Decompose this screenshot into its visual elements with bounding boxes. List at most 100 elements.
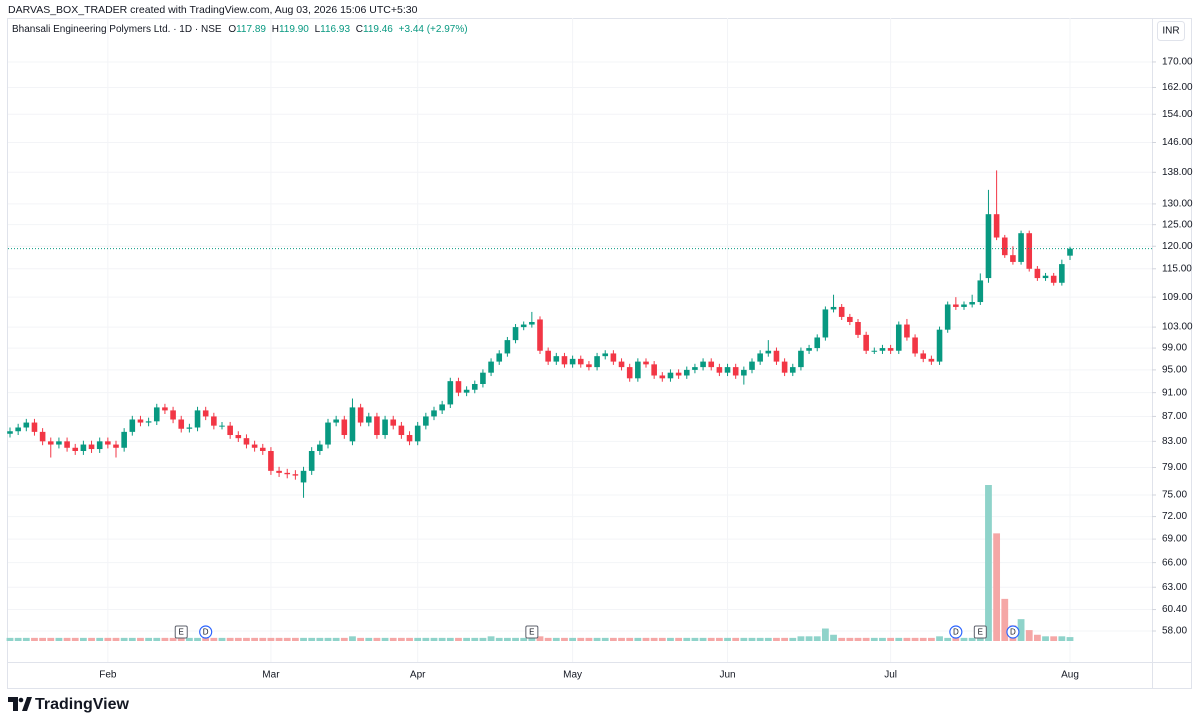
volume-bar: [797, 636, 805, 641]
volume-bar: [944, 637, 952, 641]
event-marker: E: [174, 625, 188, 639]
volume-bar: [1025, 630, 1033, 641]
candle-body: [7, 431, 13, 434]
candle-body: [830, 306, 837, 310]
volume-bar: [349, 636, 356, 641]
volume-bar: [22, 637, 30, 641]
candle-body: [789, 367, 796, 373]
candle-body: [1059, 264, 1065, 283]
candle-body: [822, 309, 829, 338]
volume-bar: [128, 637, 136, 641]
volume-bar: [300, 637, 307, 641]
volume-bar: [805, 636, 813, 641]
y-tick-label: 103.00: [1162, 322, 1193, 333]
y-tick-label: 130.00: [1162, 199, 1193, 210]
candle-body: [414, 425, 421, 442]
volume-bar: [234, 637, 242, 641]
volume-bar: [691, 637, 699, 641]
x-tick-label: Feb: [99, 670, 117, 681]
volume-bar: [194, 637, 201, 641]
candle-body: [692, 367, 698, 370]
candle-body: [276, 470, 282, 473]
candle-body: [618, 361, 625, 368]
event-badge: [174, 625, 188, 639]
volume-bar: [658, 637, 666, 641]
candle-body: [749, 361, 755, 370]
y-tick-label: 146.00: [1162, 137, 1193, 148]
volume-bar: [243, 637, 250, 641]
volume-bar: [275, 637, 283, 641]
volume-bar: [936, 636, 943, 641]
candle-body: [928, 358, 935, 362]
volume-bar: [455, 637, 462, 641]
legend-title: Bhansali Engineering Polymers Ltd. · 1D …: [12, 24, 222, 35]
volume-bar: [365, 637, 373, 641]
volume-bar: [495, 637, 503, 641]
candle-body: [56, 441, 62, 445]
volume-bar: [6, 637, 14, 641]
volume-bar: [927, 637, 935, 641]
x-tick-label: Mar: [262, 670, 280, 681]
volume-bar: [650, 637, 658, 641]
candle-body: [349, 407, 356, 442]
candle-body: [72, 447, 79, 451]
volume-bar: [618, 637, 625, 641]
candle-body: [1018, 233, 1024, 262]
volume-bar: [14, 637, 22, 641]
logo: [8, 697, 32, 711]
candle-body: [357, 407, 364, 423]
candle-body: [178, 419, 185, 429]
volume-bar: [740, 637, 748, 641]
volume-bar: [561, 637, 568, 641]
y-tick-label: 115.00: [1162, 263, 1192, 274]
event-badge: [1006, 625, 1020, 639]
volume-bar: [120, 637, 128, 641]
legend-value: 116.93: [320, 24, 350, 35]
candle-body: [1010, 255, 1016, 262]
volume-bar: [406, 637, 413, 641]
x-tick-label: Jul: [884, 670, 897, 681]
volume-bar: [226, 637, 234, 641]
y-tick-label: 79.00: [1162, 462, 1187, 473]
candle-body: [781, 361, 788, 373]
y-tick-label: 72.00: [1162, 511, 1187, 522]
volume-bar: [675, 637, 683, 641]
candle-body: [724, 367, 731, 373]
y-tick-label: 63.00: [1162, 582, 1187, 593]
volume-bar: [724, 637, 731, 641]
candle-body: [153, 407, 160, 422]
candle-body: [953, 304, 959, 307]
candle-body: [1026, 233, 1033, 269]
volume-bar: [283, 637, 291, 641]
candle-body: [512, 327, 519, 341]
y-tick-label: 87.00: [1162, 411, 1187, 422]
candle-body: [961, 304, 967, 307]
candle-body: [683, 369, 690, 376]
volume-bar: [63, 637, 71, 641]
volume-bar: [316, 637, 324, 641]
y-tick-label: 125.00: [1162, 219, 1193, 230]
x-tick-label: Apr: [410, 670, 426, 681]
volume-bar: [137, 637, 144, 641]
candle-body: [137, 419, 144, 423]
volume-bar: [707, 637, 715, 641]
volume-bar: [202, 637, 210, 641]
candle-body: [162, 407, 168, 411]
logo-mark: [8, 697, 32, 711]
candle-body: [773, 350, 780, 362]
volume-bar: [414, 637, 422, 641]
candle-body: [920, 353, 927, 359]
candle-body: [1001, 237, 1008, 256]
y-tick-label: 95.00: [1162, 365, 1187, 376]
candle-body: [545, 350, 551, 362]
candle-body: [969, 302, 975, 305]
event-marker: D: [949, 625, 963, 639]
candle-body: [936, 329, 943, 362]
volume-bar: [291, 637, 299, 641]
candle-body: [520, 324, 527, 328]
legend-key: L: [315, 24, 321, 35]
volume-bar: [446, 637, 454, 641]
candle-body: [251, 444, 258, 448]
volume-bar: [585, 637, 593, 641]
candle-body: [390, 419, 397, 426]
